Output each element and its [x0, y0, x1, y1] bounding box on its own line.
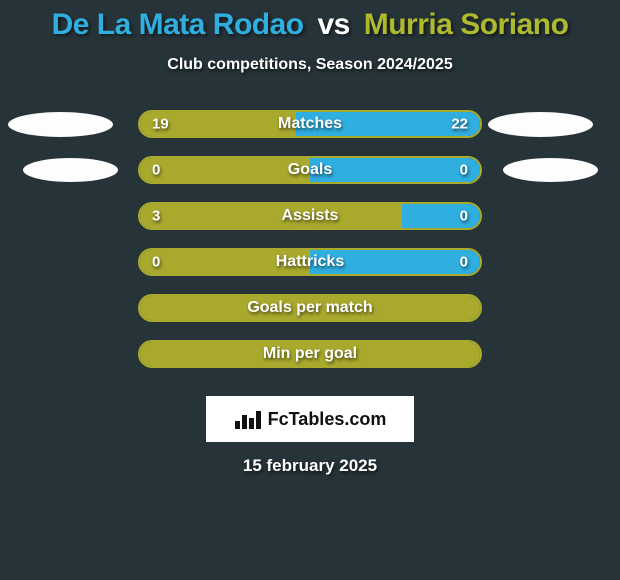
- stat-bar: Hattricks00: [138, 248, 482, 276]
- decorative-ellipse: [503, 158, 598, 182]
- bar-segment-a: [140, 204, 402, 228]
- bar-segment-a: [140, 342, 480, 366]
- logo-text: FcTables.com: [268, 409, 387, 430]
- bar-segment-a: [140, 158, 310, 182]
- decorative-ellipse: [8, 112, 113, 137]
- stat-value-a: 0: [152, 254, 160, 271]
- stat-bar: Min per goal: [138, 340, 482, 368]
- stat-bar: Matches1922: [138, 110, 482, 138]
- stat-row: Goals per match: [0, 294, 620, 340]
- bars-icon: [234, 407, 262, 431]
- bar-segment-b: [402, 204, 480, 228]
- player-a-name: De La Mata Rodao: [52, 8, 304, 41]
- fctables-logo: FcTables.com: [206, 396, 414, 442]
- stat-row: Assists30: [0, 202, 620, 248]
- vs-word: vs: [317, 8, 349, 41]
- stat-bar: Assists30: [138, 202, 482, 230]
- stat-value-b: 0: [460, 162, 468, 179]
- stat-value-b: 0: [460, 254, 468, 271]
- comparison-title: De La Mata Rodao vs Murria Soriano: [0, 0, 620, 42]
- stat-value-a: 19: [152, 116, 169, 133]
- decorative-ellipse: [488, 112, 593, 137]
- bar-segment-a: [140, 296, 480, 320]
- date-line: 15 february 2025: [0, 456, 620, 476]
- stat-value-b: 0: [460, 208, 468, 225]
- stat-value-b: 22: [451, 116, 468, 133]
- bar-segment-b: [310, 158, 480, 182]
- stat-value-a: 0: [152, 162, 160, 179]
- stat-value-a: 3: [152, 208, 160, 225]
- stat-bar: Goals per match: [138, 294, 482, 322]
- decorative-ellipse: [23, 158, 118, 182]
- subtitle: Club competitions, Season 2024/2025: [0, 56, 620, 74]
- stat-bar: Goals00: [138, 156, 482, 184]
- stats-chart: Matches1922Goals00Assists30Hattricks00Go…: [0, 110, 620, 386]
- bar-segment-a: [140, 250, 310, 274]
- player-b-name: Murria Soriano: [364, 8, 569, 41]
- bar-segment-b: [310, 250, 480, 274]
- stat-row: Min per goal: [0, 340, 620, 386]
- stat-row: Hattricks00: [0, 248, 620, 294]
